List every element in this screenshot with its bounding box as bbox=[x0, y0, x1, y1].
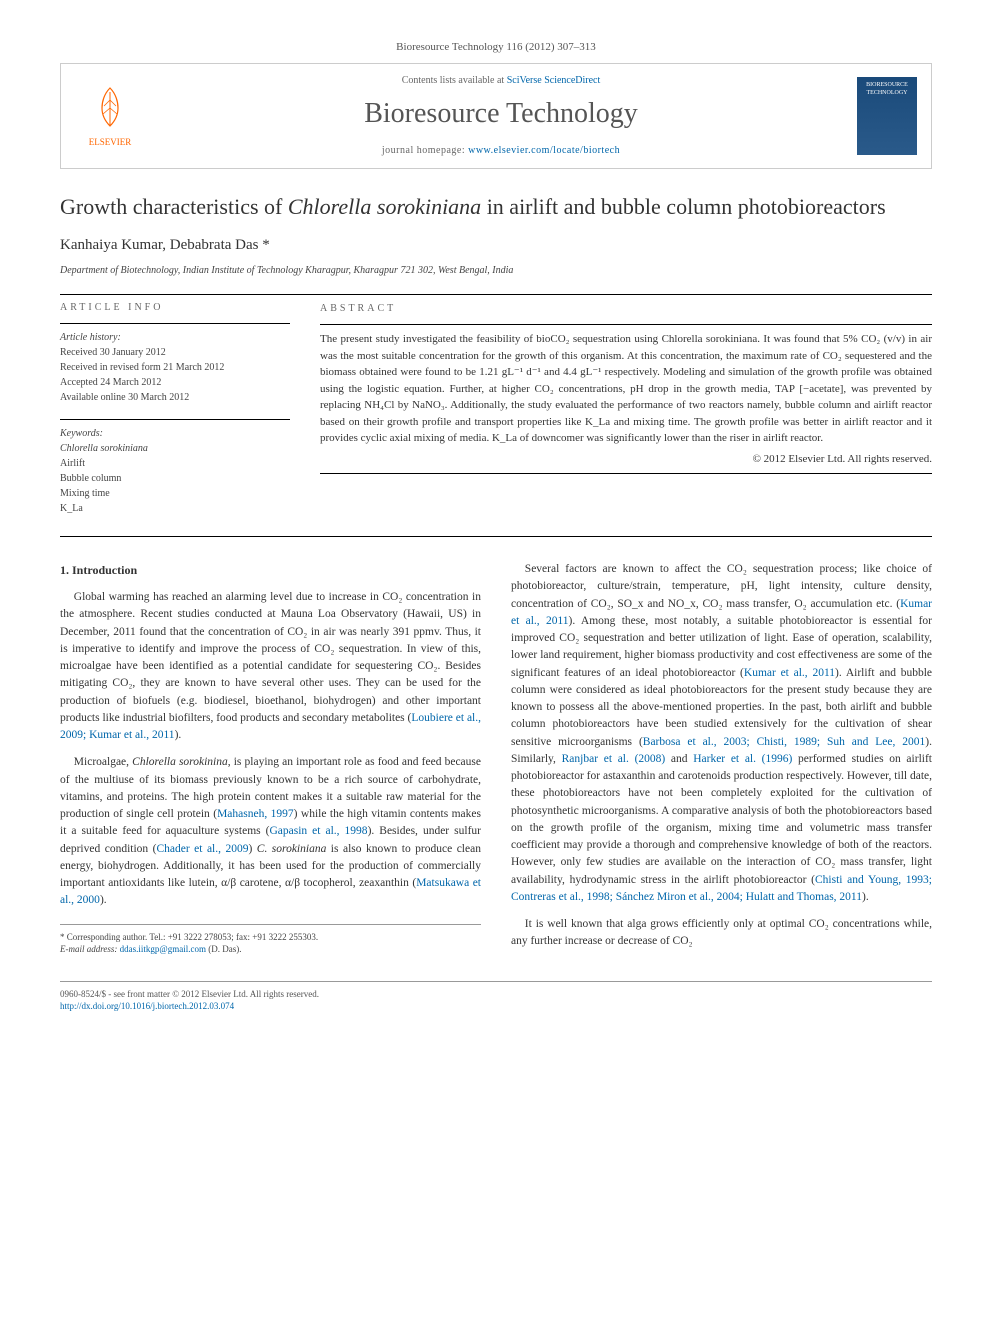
abstract-rule bbox=[320, 324, 932, 325]
p1-end: ). bbox=[175, 729, 182, 741]
affiliation: Department of Biotechnology, Indian Inst… bbox=[60, 264, 932, 278]
para-4: It is well known that alga grows efficie… bbox=[511, 916, 932, 951]
para-2: Microalgae, Chlorella sorokinina, is pla… bbox=[60, 754, 481, 909]
footer-doi[interactable]: http://dx.doi.org/10.1016/j.biortech.201… bbox=[60, 1000, 932, 1013]
journal-masthead: ELSEVIER Contents lists available at Sci… bbox=[60, 63, 932, 168]
history-revised: Received in revised form 21 March 2012 bbox=[60, 360, 290, 375]
para-1: Global warming has reached an alarming l… bbox=[60, 589, 481, 744]
sciverse-link[interactable]: SciVerse ScienceDirect bbox=[507, 75, 601, 86]
abstract: ABSTRACT The present study investigated … bbox=[320, 301, 932, 516]
info-abstract-row: ARTICLE INFO Article history: Received 3… bbox=[60, 301, 932, 516]
column-right: Several factors are known to affect the … bbox=[511, 561, 932, 961]
keywords: Keywords: Chlorella sorokiniana Airlift … bbox=[60, 426, 290, 516]
authors: Kanhaiya Kumar, Debabrata Das * bbox=[60, 235, 932, 256]
corr-email-label: E-mail address: bbox=[60, 944, 120, 954]
p2e: ) bbox=[248, 843, 256, 855]
journal-center: Contents lists available at SciVerse Sci… bbox=[145, 74, 857, 157]
history-label: Article history: bbox=[60, 330, 290, 345]
rule-top bbox=[60, 294, 932, 295]
history-accepted: Accepted 24 March 2012 bbox=[60, 375, 290, 390]
corr-line1: * Corresponding author. Tel.: +91 3222 2… bbox=[60, 931, 481, 944]
article-info: ARTICLE INFO Article history: Received 3… bbox=[60, 301, 290, 516]
p2-cite2[interactable]: Gapasin et al., 1998 bbox=[269, 825, 367, 837]
contents-line: Contents lists available at SciVerse Sci… bbox=[145, 74, 857, 88]
title-species: Chlorella sorokiniana bbox=[288, 194, 481, 219]
title-pre: Growth characteristics of bbox=[60, 194, 288, 219]
p3f: performed studies on airlift photobiorea… bbox=[511, 753, 932, 886]
footer-copyright: 0960-8524/$ - see front matter © 2012 El… bbox=[60, 988, 932, 1001]
page-footer: 0960-8524/$ - see front matter © 2012 El… bbox=[60, 981, 932, 1013]
p3-cite4[interactable]: Ranjbar et al. (2008) bbox=[562, 753, 666, 765]
abstract-label: ABSTRACT bbox=[320, 301, 932, 316]
p2-species1: Chlorella sorokinina bbox=[132, 756, 228, 768]
keyword-2: Airlift bbox=[60, 456, 290, 471]
p1-text: Global warming has reached an alarming l… bbox=[60, 591, 481, 724]
p2g: ). bbox=[100, 894, 107, 906]
elsevier-logo: ELSEVIER bbox=[75, 76, 145, 156]
article-info-label: ARTICLE INFO bbox=[60, 301, 290, 315]
keywords-label: Keywords: bbox=[60, 426, 290, 441]
p3-cite2[interactable]: Kumar et al., 2011 bbox=[744, 667, 835, 679]
corr-name: (D. Das). bbox=[206, 944, 242, 954]
p3a: Several factors are known to affect the … bbox=[511, 563, 932, 610]
info-rule bbox=[60, 323, 290, 324]
citation-header: Bioresource Technology 116 (2012) 307–31… bbox=[60, 40, 932, 55]
p2-species2: C. sorokiniana bbox=[257, 843, 327, 855]
article-title: Growth characteristics of Chlorella soro… bbox=[60, 193, 932, 222]
p2-cite1[interactable]: Mahasneh, 1997 bbox=[217, 808, 294, 820]
abstract-text: The present study investigated the feasi… bbox=[320, 333, 932, 444]
abstract-rule-bottom bbox=[320, 473, 932, 474]
p2-cite3[interactable]: Chader et al., 2009 bbox=[156, 843, 248, 855]
abstract-copyright: © 2012 Elsevier Ltd. All rights reserved… bbox=[320, 451, 932, 468]
keyword-4: Mixing time bbox=[60, 486, 290, 501]
keyword-5: K_La bbox=[60, 501, 290, 516]
column-left: 1. Introduction Global warming has reach… bbox=[60, 561, 481, 961]
contents-prefix: Contents lists available at bbox=[402, 75, 507, 86]
rule-body bbox=[60, 536, 932, 537]
history-received: Received 30 January 2012 bbox=[60, 345, 290, 360]
homepage-link[interactable]: www.elsevier.com/locate/biortech bbox=[468, 145, 620, 156]
p3g: ). bbox=[862, 891, 869, 903]
keywords-rule bbox=[60, 419, 290, 420]
p3-cite5[interactable]: Harker et al. (1996) bbox=[693, 753, 792, 765]
corr-line2: E-mail address: ddas.iitkgp@gmail.com (D… bbox=[60, 943, 481, 956]
body-columns: 1. Introduction Global warming has reach… bbox=[60, 561, 932, 961]
intro-heading: 1. Introduction bbox=[60, 561, 481, 579]
p3e: and bbox=[665, 753, 693, 765]
para-3: Several factors are known to affect the … bbox=[511, 561, 932, 906]
elsevier-label: ELSEVIER bbox=[89, 136, 132, 149]
article-history: Article history: Received 30 January 201… bbox=[60, 330, 290, 405]
journal-cover-thumbnail: BIORESOURCE TECHNOLOGY bbox=[857, 77, 917, 155]
corresponding-author: * Corresponding author. Tel.: +91 3222 2… bbox=[60, 924, 481, 956]
homepage-prefix: journal homepage: bbox=[382, 145, 468, 156]
history-online: Available online 30 March 2012 bbox=[60, 390, 290, 405]
elsevier-tree-icon bbox=[88, 84, 132, 134]
keyword-3: Bubble column bbox=[60, 471, 290, 486]
keyword-1: Chlorella sorokiniana bbox=[60, 441, 290, 456]
p3-cite3[interactable]: Barbosa et al., 2003; Chisti, 1989; Suh … bbox=[643, 736, 926, 748]
journal-title: Bioresource Technology bbox=[145, 94, 857, 133]
p2a: Microalgae, bbox=[74, 756, 132, 768]
title-post: in airlift and bubble column photobiorea… bbox=[481, 194, 885, 219]
corr-email[interactable]: ddas.iitkgp@gmail.com bbox=[120, 944, 206, 954]
homepage-line: journal homepage: www.elsevier.com/locat… bbox=[145, 144, 857, 158]
